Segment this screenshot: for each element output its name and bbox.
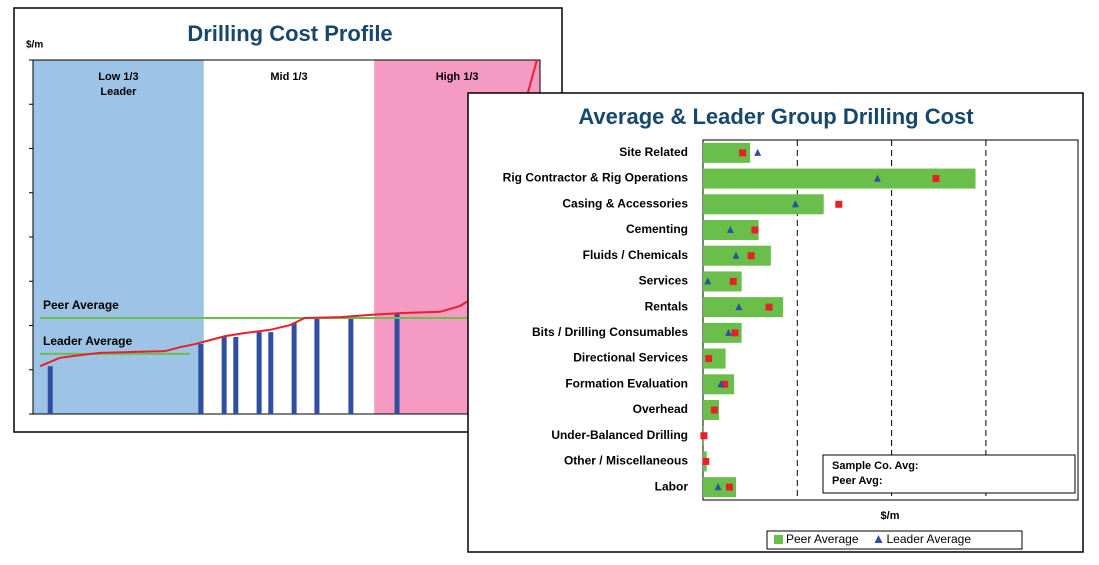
bar [47, 366, 53, 414]
leader-marker [717, 380, 725, 388]
chart-title: Average & Leader Group Drilling Cost [578, 104, 974, 129]
category-label: Under-Balanced Drilling [551, 428, 688, 442]
legend-swatch [774, 535, 783, 544]
sample-marker [700, 432, 708, 440]
bar [703, 322, 742, 343]
bar [394, 313, 400, 414]
leader-marker [735, 303, 743, 311]
textbox [822, 454, 1076, 494]
plot-frame [702, 139, 1079, 501]
bar [233, 337, 239, 414]
sample-marker [731, 329, 739, 337]
bar [703, 168, 976, 189]
category-label: Fluids / Chemicals [583, 248, 689, 262]
zone-label: High 1/3 [436, 71, 479, 83]
category-label: Labor [655, 479, 689, 493]
reference-label: Peer Average [43, 298, 119, 312]
legend [766, 530, 1023, 550]
leader-marker [732, 251, 740, 259]
zone-label: Leader [100, 86, 137, 98]
category-label: Services [639, 274, 689, 288]
legend-label: Leader Average [887, 532, 972, 546]
zone [33, 60, 204, 414]
sample-marker [747, 252, 755, 260]
category-label: Formation Evaluation [565, 376, 688, 390]
bar [703, 297, 784, 318]
leader-marker [704, 277, 712, 285]
leader-marker [724, 328, 732, 336]
category-label: Directional Services [573, 351, 688, 365]
category-label: Casing & Accessories [562, 196, 688, 210]
leader-marker [714, 483, 722, 491]
zone-label: Mid 1/3 [270, 71, 307, 83]
curve [39, 59, 538, 368]
category-label: Rentals [645, 299, 689, 313]
bar [703, 194, 824, 215]
textbox-line: Peer Avg: [832, 475, 883, 487]
sample-marker [721, 380, 729, 388]
sample-marker [705, 355, 713, 363]
sample-marker [729, 277, 737, 285]
bar [268, 332, 274, 414]
leader-marker [791, 200, 799, 208]
bar [703, 374, 735, 395]
sample-marker [932, 175, 940, 183]
bar [314, 317, 320, 414]
sample-marker [725, 483, 733, 491]
sample-marker [739, 149, 747, 157]
x-axis-label: $/m [881, 510, 900, 522]
legend-label: Peer Average [786, 532, 859, 546]
category-label: Bits / Drilling Consumables [532, 325, 688, 339]
zone-label: Low 1/3 [98, 71, 138, 83]
textbox-line: Sample Co. Avg: [832, 460, 919, 472]
leader-marker [726, 226, 734, 233]
bar [703, 271, 742, 292]
leader-marker [754, 148, 762, 156]
bar [256, 332, 262, 414]
reference-label: Leader Average [43, 334, 132, 348]
category-label: Cementing [626, 222, 688, 236]
bar [703, 142, 751, 163]
sample-marker [710, 406, 718, 414]
bar [703, 348, 726, 369]
bar [198, 344, 204, 414]
bar [221, 337, 227, 414]
sample-marker [835, 200, 843, 208]
legend-swatch [874, 535, 883, 543]
sample-marker [765, 303, 773, 311]
category-label: Rig Contractor & Rig Operations [503, 171, 689, 185]
sample-marker [751, 226, 759, 234]
category-label: Site Related [619, 145, 688, 159]
zone [203, 60, 375, 414]
leader-marker [873, 174, 881, 182]
sample-marker [702, 457, 710, 465]
bar [291, 322, 297, 414]
bar [348, 317, 354, 414]
y-axis-label: $/m [26, 40, 43, 51]
category-label: Overhead [633, 402, 688, 416]
chart-title: Drilling Cost Profile [187, 21, 392, 46]
category-label: Other / Miscellaneous [564, 454, 688, 468]
